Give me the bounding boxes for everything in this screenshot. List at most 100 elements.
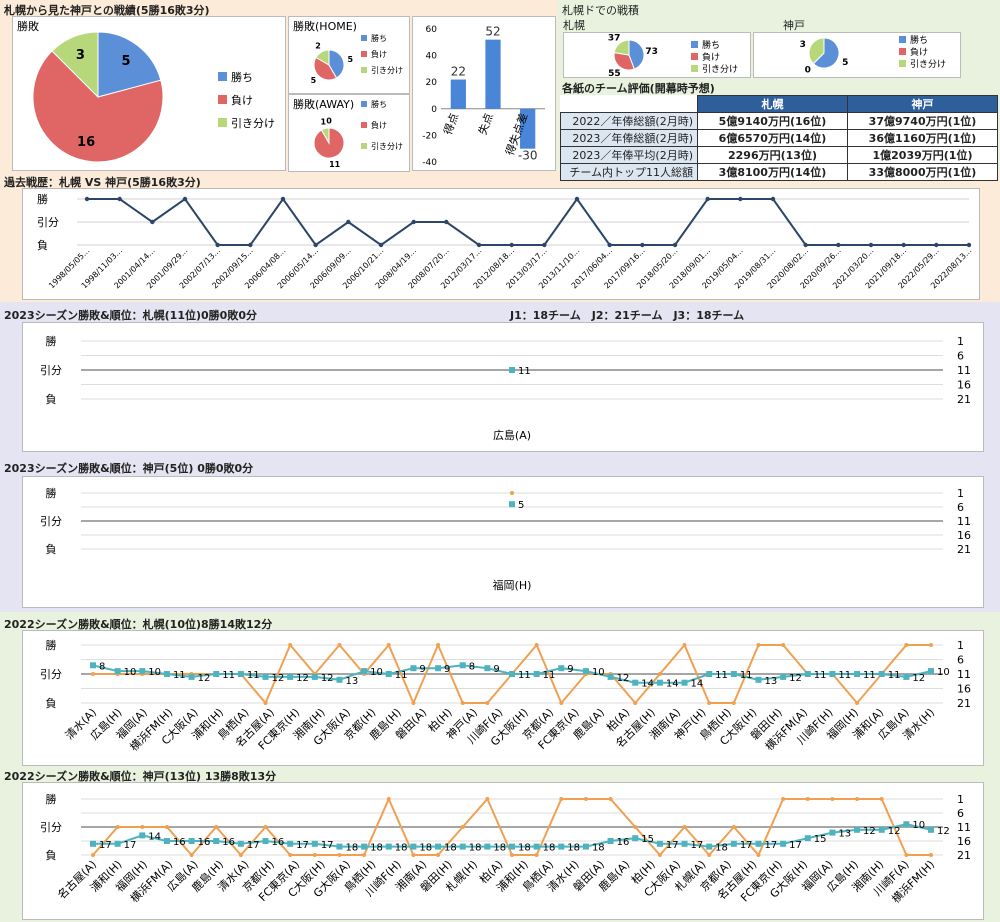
rank-data-label: 18 <box>345 843 358 854</box>
rank-point <box>681 679 688 686</box>
rank-data-label: 12 <box>198 673 211 684</box>
rank-axis-label: 21 <box>957 393 971 406</box>
rank-point <box>163 838 170 844</box>
rank-point <box>361 843 368 850</box>
rank-point <box>509 843 515 850</box>
legend-swatch <box>361 67 367 73</box>
rank-data-label: 18 <box>444 843 457 854</box>
rank-point <box>139 832 146 839</box>
rank-point <box>163 671 170 677</box>
x-category-label: 失点 <box>476 111 496 136</box>
legend-swatch <box>361 143 367 149</box>
rank-point <box>509 671 515 677</box>
s22s-title: 2022シーズン勝敗&順位：札幌(10位)8勝14敗12分 <box>4 618 273 631</box>
legend-swatch <box>218 72 227 81</box>
legend-label: 負け <box>702 51 720 63</box>
result-axis-label: 負 <box>46 393 57 406</box>
y-tick-label: 負 <box>37 239 48 252</box>
eval-header-sapporo: 札幌 <box>697 95 848 113</box>
rank-point <box>336 676 343 683</box>
pie-data-label: 3 <box>76 48 85 63</box>
result-point <box>263 825 268 829</box>
rank-axis-label: 11 <box>957 668 971 681</box>
rank-data-label: 8 <box>99 661 105 672</box>
result-point <box>583 797 588 801</box>
pie-slice <box>613 52 635 71</box>
history-point <box>346 219 351 225</box>
rank-data-label: 17 <box>99 840 112 851</box>
rank-point <box>139 668 146 675</box>
result-point <box>288 643 293 647</box>
result-point <box>337 643 342 647</box>
result-point <box>288 853 293 857</box>
history-point <box>150 219 155 225</box>
rank-data-label: 11 <box>543 670 556 681</box>
history-point <box>901 242 906 248</box>
rank-data-label: 11 <box>814 670 827 681</box>
history-point <box>672 242 678 248</box>
rank-data-label: 12 <box>912 673 925 684</box>
y-tick-label: 引分 <box>37 215 59 229</box>
history-point <box>215 242 220 248</box>
pie-slice <box>320 127 330 145</box>
legend-label: 引き分け <box>702 64 738 75</box>
result-axis-label: 勝 <box>46 486 57 500</box>
rank-data-label: 16 <box>198 837 211 848</box>
history-point <box>542 242 547 248</box>
rank-data-label: 18 <box>493 843 506 854</box>
rank-data-label: 10 <box>370 667 383 678</box>
result-point <box>879 797 884 801</box>
rank-point <box>582 843 589 850</box>
rank-point <box>804 671 811 677</box>
result-point <box>510 491 514 495</box>
rank-data-label: 10 <box>592 667 605 678</box>
history-point <box>574 196 580 202</box>
result-point <box>633 701 638 705</box>
legend-swatch <box>361 101 367 107</box>
goals-bar-panel: -40 -20 0 20 40 60 22 得点 52 失点 -30 得失点差 <box>412 16 556 171</box>
result-point <box>682 643 687 647</box>
legend-swatch <box>361 122 367 128</box>
result-point <box>756 643 761 647</box>
rank-data-label: 9 <box>493 664 499 675</box>
rank-data-label: 17 <box>764 840 777 851</box>
s23k-title: 2023シーズン勝敗&順位：神戸(5位) 0勝0敗0分 <box>4 462 254 475</box>
rank-data-label: 12 <box>296 673 309 684</box>
rank-data-label: 13 <box>764 676 777 687</box>
legend-swatch <box>899 36 906 43</box>
rank-point <box>484 665 491 672</box>
rank-point <box>237 671 244 677</box>
history-point <box>476 242 482 248</box>
rank-point <box>262 673 269 680</box>
history-point <box>640 242 645 248</box>
y-tick-label: 勝 <box>37 192 48 206</box>
legend-swatch <box>218 95 227 104</box>
pie-data-label: 2 <box>315 42 321 51</box>
rank-point <box>607 838 614 844</box>
rank-point <box>582 668 589 675</box>
result-axis-label: 負 <box>46 849 57 862</box>
pie-data-label: 16 <box>77 135 95 150</box>
rank-point <box>533 671 540 677</box>
rank-data-label: 13 <box>838 829 851 840</box>
rank-point <box>237 840 244 847</box>
legend-label: 負け <box>371 120 387 130</box>
legend-swatch <box>361 35 367 41</box>
y-tick-label: -40 <box>422 158 437 168</box>
result-point <box>485 797 490 801</box>
rank-point <box>829 829 836 836</box>
rank-data-label: 11 <box>888 670 901 681</box>
rank-point <box>656 840 663 847</box>
result-axis-label: 勝 <box>46 638 57 652</box>
pie-title: 勝敗 <box>17 19 39 33</box>
rank-point <box>730 840 737 847</box>
rank-point <box>311 840 318 847</box>
rank-data-label: 9 <box>444 664 450 675</box>
rank-point <box>213 838 220 844</box>
s22-sapporo-chart: [勝敗][順位]16111621勝引分負81010111211111212121… <box>40 612 971 754</box>
rank-data-label: 16 <box>617 837 630 848</box>
rank-axis-label: 6 <box>957 350 964 363</box>
